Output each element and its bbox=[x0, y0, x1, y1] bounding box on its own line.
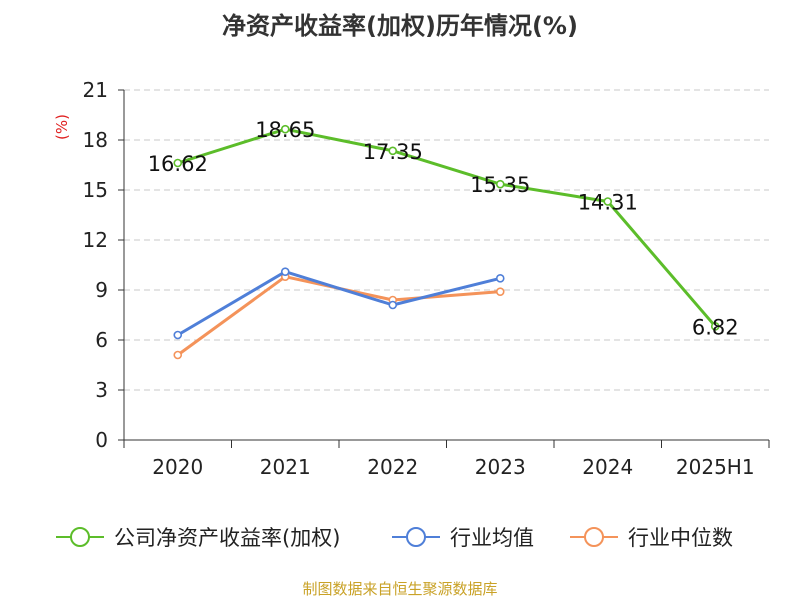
x-tick-label: 2024 bbox=[582, 455, 633, 479]
data-point bbox=[173, 158, 183, 168]
data-label: 16.62 bbox=[148, 152, 208, 176]
y-tick-label: 6 bbox=[95, 328, 108, 352]
legend-marker bbox=[406, 527, 426, 547]
data-point bbox=[280, 124, 290, 134]
series-line bbox=[176, 270, 501, 337]
x-tick-label: 2021 bbox=[260, 455, 311, 479]
data-point bbox=[495, 274, 505, 283]
data-label: 18.65 bbox=[255, 118, 315, 142]
data-point bbox=[495, 179, 505, 189]
data-point bbox=[280, 267, 290, 276]
legend-label: 行业均值 bbox=[450, 526, 534, 550]
data-label: 14.31 bbox=[578, 191, 638, 215]
x-tick-label: 2022 bbox=[367, 455, 418, 479]
y-tick-label: 9 bbox=[95, 278, 108, 302]
data-label: 6.82 bbox=[692, 315, 739, 339]
data-point bbox=[603, 197, 613, 206]
legend-label: 公司净资产收益率(加权) bbox=[114, 526, 340, 550]
legend-marker bbox=[70, 527, 90, 547]
data-point bbox=[495, 287, 505, 296]
data-label: 15.35 bbox=[470, 173, 530, 197]
series-line bbox=[177, 127, 717, 328]
data-point bbox=[388, 300, 398, 310]
data-point bbox=[388, 146, 398, 156]
legend-marker bbox=[584, 527, 604, 547]
x-tick-label: 2020 bbox=[152, 455, 203, 479]
y-tick-label: 0 bbox=[95, 428, 108, 452]
chart-title: 净资产收益率(加权)历年情况(%) bbox=[222, 12, 578, 40]
y-tick-label: 21 bbox=[83, 78, 108, 102]
data-point bbox=[173, 350, 183, 360]
data-point bbox=[710, 322, 720, 331]
y-tick-label: 18 bbox=[83, 128, 108, 152]
x-tick-label: 2025H1 bbox=[676, 455, 755, 479]
legend-label: 行业中位数 bbox=[628, 526, 733, 550]
data-label: 17.35 bbox=[363, 140, 423, 164]
data-point bbox=[173, 330, 183, 340]
y-tick-label: 15 bbox=[83, 178, 108, 202]
source-footer: 制图数据来自恒生聚源数据库 bbox=[302, 580, 498, 598]
y-tick-label: 3 bbox=[95, 378, 108, 402]
y-tick-label: 12 bbox=[83, 228, 108, 252]
x-tick-label: 2023 bbox=[475, 455, 526, 479]
